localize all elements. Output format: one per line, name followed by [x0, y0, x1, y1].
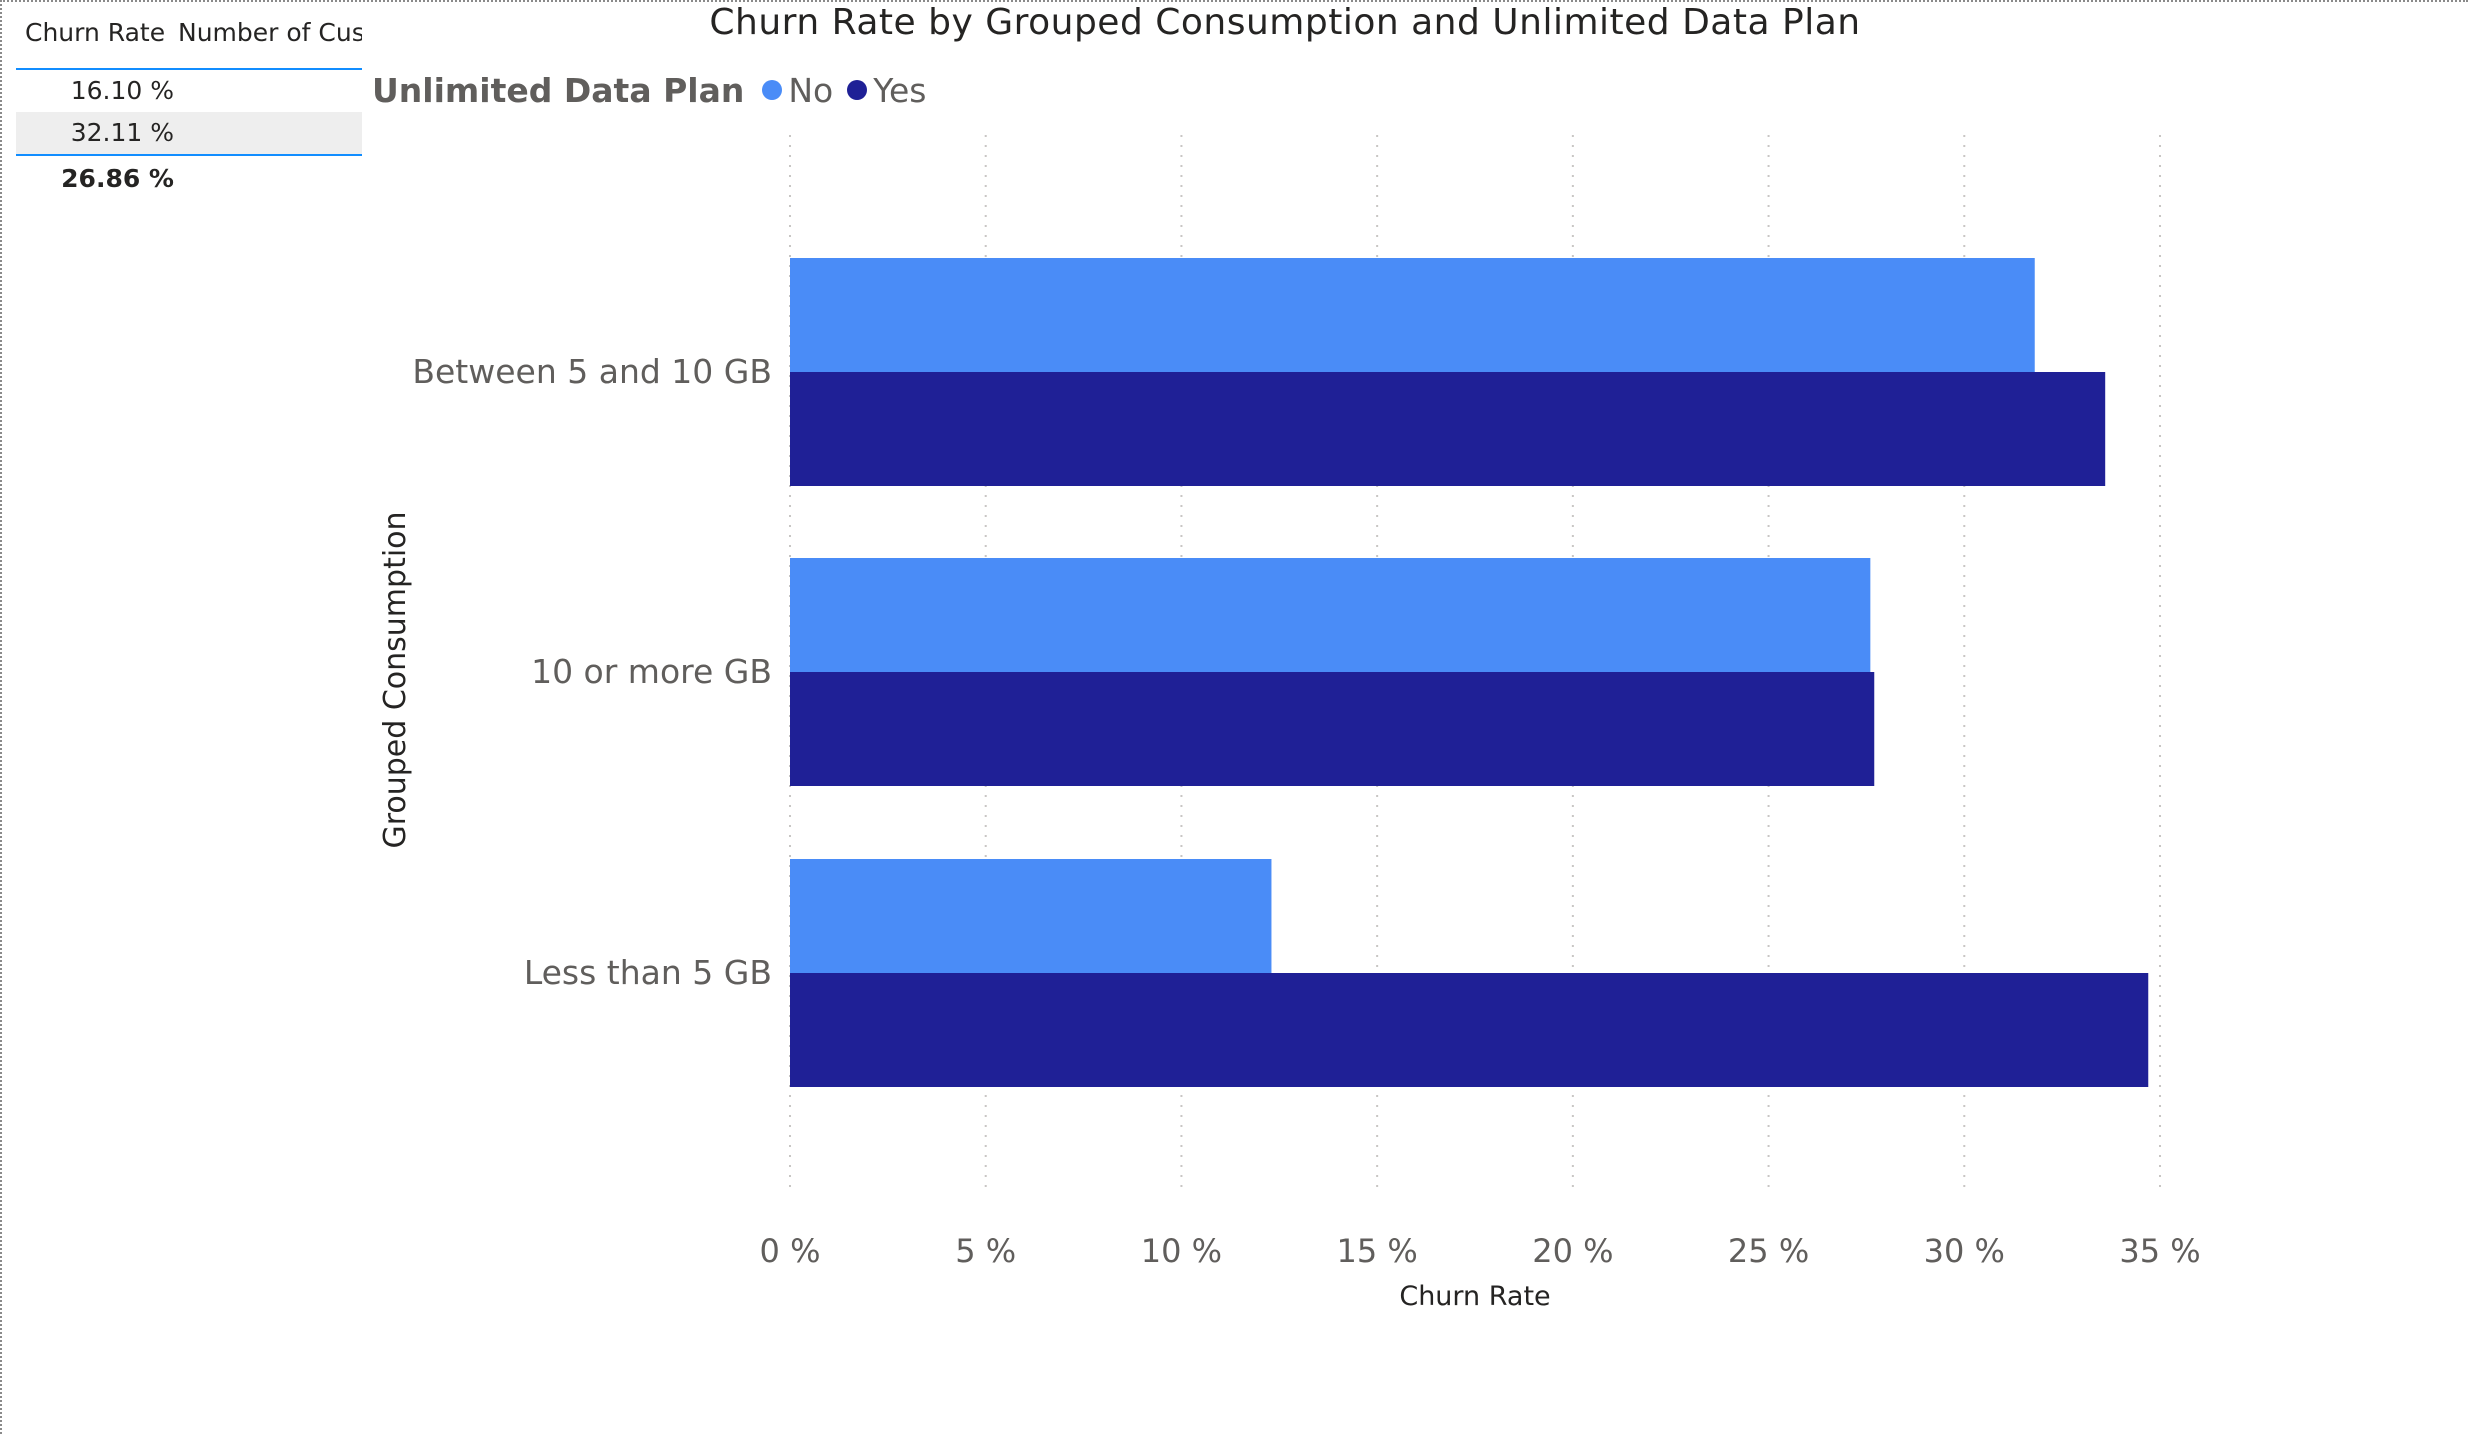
x-tick-label: 10 %: [1141, 1232, 1222, 1270]
y-tick-label: Less than 5 GB: [524, 953, 772, 992]
total-churn-rate-cell: 26.86 %: [61, 164, 174, 193]
legend-label-no: No: [788, 70, 834, 110]
x-tick-label: 20 %: [1532, 1232, 1613, 1270]
table-row[interactable]: 16.10 %: [16, 70, 362, 112]
legend-title: Unlimited Data Plan: [372, 70, 745, 110]
x-tick-label: 25 %: [1728, 1232, 1809, 1270]
legend-marker-no: [762, 80, 783, 100]
bar-no-10-or-more-gb[interactable]: [790, 558, 1871, 672]
bar-yes-between-5-and-10-gb[interactable]: [790, 372, 2106, 486]
churn-rate-cell: 16.10 %: [70, 76, 174, 105]
x-axis-title: Churn Rate: [1399, 1281, 1550, 1312]
column-header-number-of-customers[interactable]: Number of Cust: [178, 18, 362, 47]
x-tick-label: 5 %: [955, 1232, 1016, 1270]
x-tick-label: 0 %: [760, 1232, 821, 1270]
legend-item-no[interactable]: No: [762, 71, 833, 110]
bar-yes-10-or-more-gb[interactable]: [790, 672, 1875, 786]
legend-label-yes: Yes: [873, 70, 927, 110]
churn-table[interactable]: Churn Rate Number of Cust 16.10 % 32.11 …: [16, 12, 362, 202]
visual-border-top: [0, 0, 2468, 2]
x-tick-label: 15 %: [1336, 1232, 1417, 1270]
column-header-churn-rate[interactable]: Churn Rate: [25, 18, 166, 47]
bar-no-between-5-and-10-gb[interactable]: [790, 258, 2035, 372]
visual-border-left: [0, 0, 2, 1434]
churn-rate-cell: 32.11 %: [70, 118, 174, 147]
bar-no-less-than-5-gb[interactable]: [790, 859, 1272, 973]
y-tick-label: 10 or more GB: [531, 652, 772, 691]
legend: Unlimited Data Plan No Yes: [372, 68, 941, 112]
x-tick-label: 30 %: [1924, 1232, 2005, 1270]
x-tick-label: 35 %: [2119, 1232, 2200, 1270]
table-header: Churn Rate Number of Cust: [16, 12, 362, 70]
y-axis-title: Grouped Consumption: [378, 511, 413, 848]
y-tick-label: Between 5 and 10 GB: [412, 352, 772, 391]
chart-title: Churn Rate by Grouped Consumption and Un…: [709, 2, 1861, 43]
table-row[interactable]: 32.11 %: [16, 112, 362, 156]
bar-yes-less-than-5-gb[interactable]: [790, 973, 2149, 1087]
legend-item-yes[interactable]: Yes: [847, 70, 927, 110]
table-total-row: 26.86 %: [16, 156, 362, 200]
legend-marker-yes: [847, 80, 868, 100]
